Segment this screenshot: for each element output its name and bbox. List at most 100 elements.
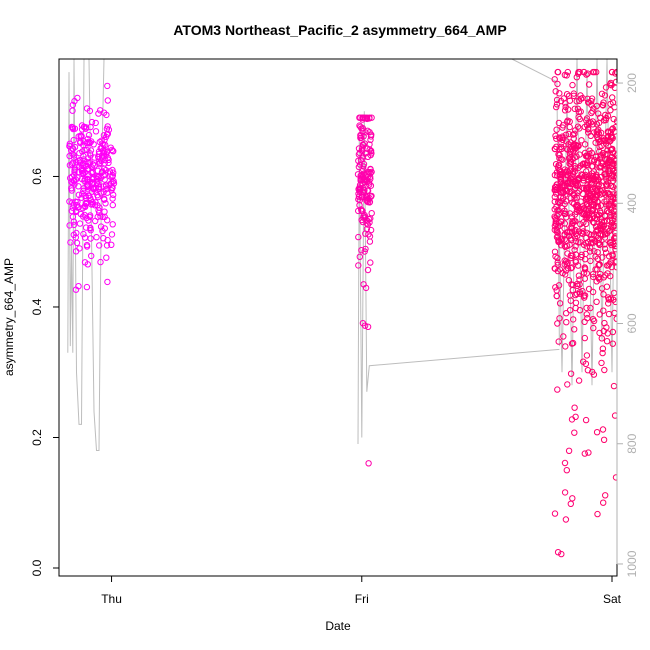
data-point bbox=[609, 328, 617, 336]
depth-line-series bbox=[67, 59, 615, 451]
data-point bbox=[97, 223, 105, 230]
data-point bbox=[66, 142, 73, 150]
data-point bbox=[607, 100, 614, 108]
data-point bbox=[558, 550, 565, 558]
scatter-point-series bbox=[66, 68, 617, 558]
data-point bbox=[580, 68, 588, 76]
data-point bbox=[70, 218, 78, 225]
data-point bbox=[597, 231, 604, 238]
data-point bbox=[359, 144, 366, 151]
data-point bbox=[355, 145, 363, 152]
data-point bbox=[92, 128, 100, 135]
data-point bbox=[571, 429, 578, 436]
data-point bbox=[100, 188, 107, 196]
data-point bbox=[576, 307, 584, 314]
data-point bbox=[367, 136, 374, 144]
data-point bbox=[559, 156, 566, 163]
data-point bbox=[79, 148, 86, 155]
data-point bbox=[602, 171, 609, 178]
data-point bbox=[107, 144, 115, 151]
data-point bbox=[78, 168, 86, 175]
y-axis-label: asymmetry_664_AMP bbox=[2, 258, 16, 376]
data-point bbox=[569, 495, 576, 502]
data-point bbox=[603, 156, 610, 164]
data-point bbox=[88, 252, 95, 260]
data-point bbox=[599, 426, 607, 433]
data-point bbox=[572, 226, 579, 234]
data-point bbox=[561, 242, 568, 249]
data-point bbox=[87, 225, 94, 232]
data-point bbox=[563, 319, 570, 326]
data-point bbox=[82, 162, 90, 170]
data-point bbox=[607, 182, 614, 190]
data-point bbox=[611, 212, 617, 219]
data-point bbox=[586, 147, 593, 154]
data-point bbox=[79, 205, 86, 212]
data-point bbox=[360, 281, 367, 288]
data-point bbox=[361, 114, 369, 121]
data-point bbox=[604, 207, 611, 215]
data-point bbox=[102, 141, 109, 149]
data-point bbox=[601, 366, 608, 374]
data-point bbox=[80, 187, 87, 195]
data-point bbox=[590, 371, 598, 378]
x-axis-label: Date bbox=[325, 619, 351, 633]
data-point bbox=[553, 103, 560, 111]
data-point bbox=[75, 183, 82, 190]
data-point bbox=[572, 127, 579, 134]
y-tick-label: 0.0 bbox=[30, 559, 44, 576]
data-point bbox=[561, 489, 569, 496]
data-point bbox=[596, 261, 603, 268]
data-point bbox=[562, 258, 570, 265]
data-point bbox=[561, 200, 568, 208]
data-point bbox=[80, 152, 87, 160]
data-point bbox=[364, 187, 372, 195]
data-point bbox=[603, 201, 610, 208]
data-point bbox=[557, 143, 565, 151]
data-point bbox=[586, 215, 594, 222]
data-point bbox=[564, 146, 571, 153]
data-point bbox=[593, 186, 600, 194]
data-point bbox=[595, 136, 602, 143]
data-point bbox=[581, 275, 588, 282]
data-point bbox=[83, 158, 90, 166]
data-point bbox=[93, 179, 101, 187]
data-point bbox=[553, 228, 561, 235]
data-point bbox=[355, 207, 362, 215]
data-point bbox=[610, 382, 617, 390]
data-point bbox=[574, 206, 581, 213]
data-point bbox=[569, 81, 576, 89]
data-point bbox=[83, 241, 91, 249]
data-point bbox=[355, 233, 362, 241]
data-point bbox=[581, 160, 588, 167]
data-point bbox=[564, 180, 572, 187]
data-point bbox=[605, 310, 613, 318]
data-point bbox=[556, 155, 563, 162]
data-point bbox=[560, 333, 567, 340]
data-point bbox=[597, 188, 604, 195]
data-point bbox=[581, 264, 589, 272]
data-point bbox=[100, 172, 107, 179]
data-point bbox=[566, 292, 574, 299]
data-point bbox=[355, 196, 362, 203]
data-point bbox=[575, 377, 583, 384]
data-point bbox=[364, 323, 372, 330]
data-point bbox=[584, 209, 591, 216]
data-point bbox=[553, 135, 560, 142]
data-point bbox=[600, 274, 607, 281]
data-point bbox=[605, 129, 612, 136]
data-point bbox=[556, 162, 563, 169]
data-point bbox=[584, 314, 591, 322]
data-point bbox=[600, 499, 607, 506]
data-point bbox=[557, 179, 564, 187]
data-point bbox=[552, 253, 559, 260]
data-point bbox=[558, 183, 566, 190]
data-point bbox=[590, 324, 597, 332]
data-point bbox=[88, 188, 96, 195]
y-axis: 0.0 0.2 0.4 0.6 bbox=[30, 168, 59, 576]
data-point bbox=[565, 232, 573, 240]
data-point bbox=[599, 221, 606, 229]
data-point bbox=[589, 172, 597, 180]
y-right-tick-label: 600 bbox=[625, 313, 639, 333]
data-point bbox=[575, 174, 582, 182]
